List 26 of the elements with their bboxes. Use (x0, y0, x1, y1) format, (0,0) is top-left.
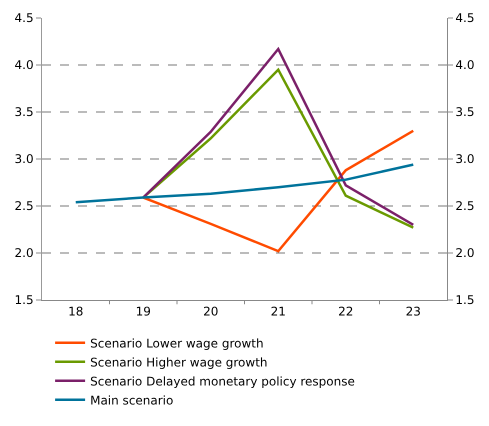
legend-label: Scenario Delayed monetary policy response (90, 374, 355, 388)
y2-tick-label: 4.0 (455, 58, 474, 72)
y2-tick-label: 1.5 (455, 293, 474, 308)
line-series (142, 130, 414, 252)
y2-tick-label: 2.5 (455, 199, 474, 214)
y2-tick-label: 3.0 (455, 152, 474, 166)
y2-tick-label: 2.0 (455, 246, 474, 260)
x-tick-label: 20 (203, 304, 218, 318)
x-tick-label: 22 (338, 304, 354, 318)
legend-label: Scenario Higher wage growth (90, 355, 268, 370)
y2-tick-label: 3.5 (455, 105, 474, 120)
y-tick-label: 3.0 (14, 152, 34, 166)
y-tick-label: 3.5 (14, 105, 34, 120)
x-tick-label: 19 (136, 304, 151, 318)
legend-label: Main scenario (90, 393, 174, 408)
x-tick-label: 21 (270, 304, 286, 318)
y2-tick-label: 4.5 (455, 11, 474, 26)
legend-label: Scenario Lower wage growth (90, 336, 264, 350)
y-tick-label: 1.5 (14, 293, 34, 308)
x-tick-label: 23 (406, 304, 421, 318)
y-tick-label: 2.5 (14, 199, 34, 214)
y-tick-label: 2.0 (14, 246, 34, 260)
x-tick-label: 18 (68, 304, 84, 318)
y-tick-label: 4.5 (14, 11, 34, 26)
line-series (74, 163, 414, 204)
y-tick-label: 4.0 (14, 58, 34, 72)
